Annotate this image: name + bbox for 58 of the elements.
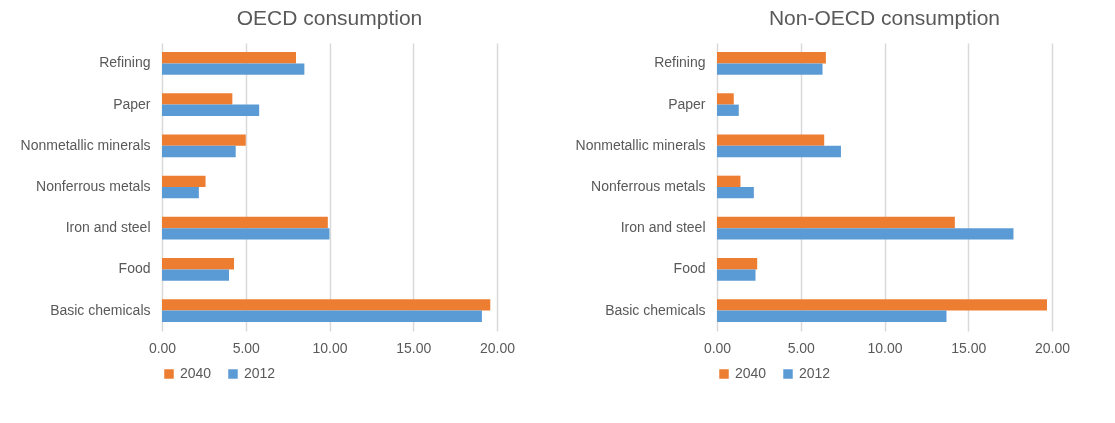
- bar: [162, 63, 305, 75]
- y-tick-label: Paper: [113, 95, 151, 112]
- bar: [162, 145, 236, 158]
- y-tick-label: Nonmetallic minerals: [575, 136, 706, 153]
- bar: [717, 134, 825, 146]
- bar: [717, 216, 955, 229]
- bar: [162, 104, 260, 116]
- x-tick-label: 10.00: [867, 339, 903, 356]
- bar: [162, 175, 206, 187]
- bar: [162, 216, 328, 229]
- bar: [162, 134, 246, 146]
- bar: [717, 187, 754, 199]
- x-tick-label: 0.00: [148, 339, 177, 356]
- y-tick-label: Nonferrous metals: [36, 178, 151, 194]
- y-tick-label: Iron and steel: [620, 219, 706, 236]
- x-tick-label: 20.00: [1034, 339, 1071, 356]
- bar: [717, 258, 758, 270]
- bar: [162, 228, 330, 240]
- bar: [162, 299, 491, 311]
- x-tick-label: 20.00: [479, 339, 516, 356]
- legend-label: 2012: [799, 365, 831, 381]
- chart-title: OECD consumption: [236, 6, 423, 29]
- x-tick-label: 15.00: [951, 339, 987, 356]
- y-tick-label: Nonmetallic minerals: [20, 136, 151, 153]
- bar: [717, 310, 947, 322]
- x-tick-label: 0.00: [703, 339, 732, 356]
- y-tick-label: Basic chemicals: [50, 301, 151, 318]
- x-tick-label: 15.00: [396, 339, 432, 356]
- y-tick-label: Basic chemicals: [605, 301, 706, 318]
- bar: [717, 299, 1047, 311]
- y-tick-label: Refining: [99, 54, 151, 71]
- y-tick-label: Nonferrous metals: [591, 178, 706, 194]
- y-tick-label: Iron and steel: [65, 219, 151, 236]
- x-tick-label: 5.00: [787, 339, 816, 356]
- bar: [162, 52, 296, 64]
- bar: [717, 52, 826, 64]
- chart-title: Non-OECD consumption: [768, 6, 1001, 29]
- bar: [162, 310, 482, 322]
- y-tick-label: Paper: [668, 95, 706, 112]
- bar: [717, 93, 734, 105]
- legend-label: 2040: [735, 365, 767, 381]
- bar: [162, 258, 235, 270]
- x-tick-label: 10.00: [312, 339, 348, 356]
- bar: [717, 175, 741, 187]
- y-tick-label: Food: [673, 260, 706, 277]
- bar: [162, 269, 229, 281]
- bar: [717, 145, 841, 158]
- bar: [162, 187, 199, 199]
- legend-label: 2040: [180, 365, 212, 381]
- bar: [717, 269, 756, 281]
- bar: [162, 93, 233, 105]
- y-tick-label: Refining: [654, 54, 706, 71]
- bar: [717, 63, 823, 75]
- bar: [717, 104, 739, 116]
- x-tick-label: 5.00: [232, 339, 261, 356]
- bar: [717, 228, 1014, 240]
- legend-label: 2012: [244, 365, 276, 381]
- y-tick-label: Food: [118, 260, 151, 277]
